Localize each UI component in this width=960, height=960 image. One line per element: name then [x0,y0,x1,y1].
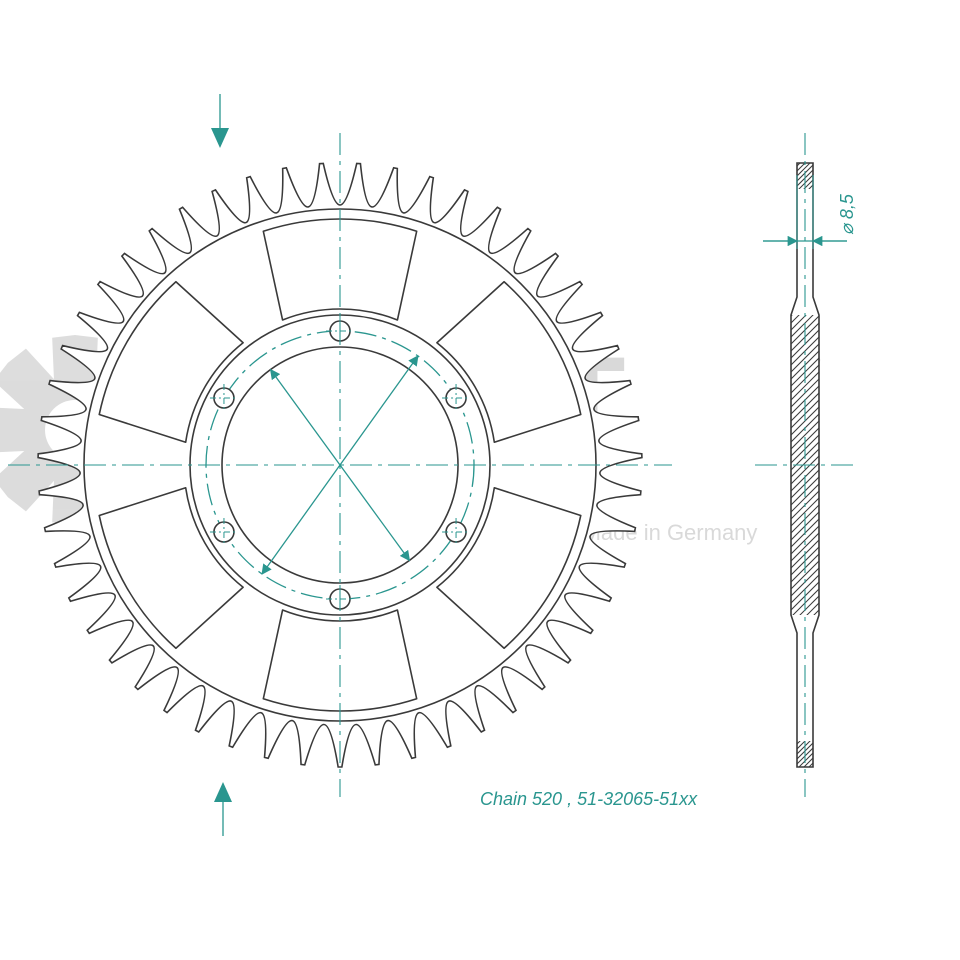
section-arrow-bottom [214,782,232,802]
section-arrow-top [211,128,229,148]
dim-thickness-label: ⌀ 8,5 [837,193,857,235]
technical-drawing: ESJOT®SPROCKETSHighest QualityMade in Ge… [0,0,960,960]
part-number-label: Chain 520 , 51-32065-51xx [480,789,698,809]
front-view [8,133,672,797]
